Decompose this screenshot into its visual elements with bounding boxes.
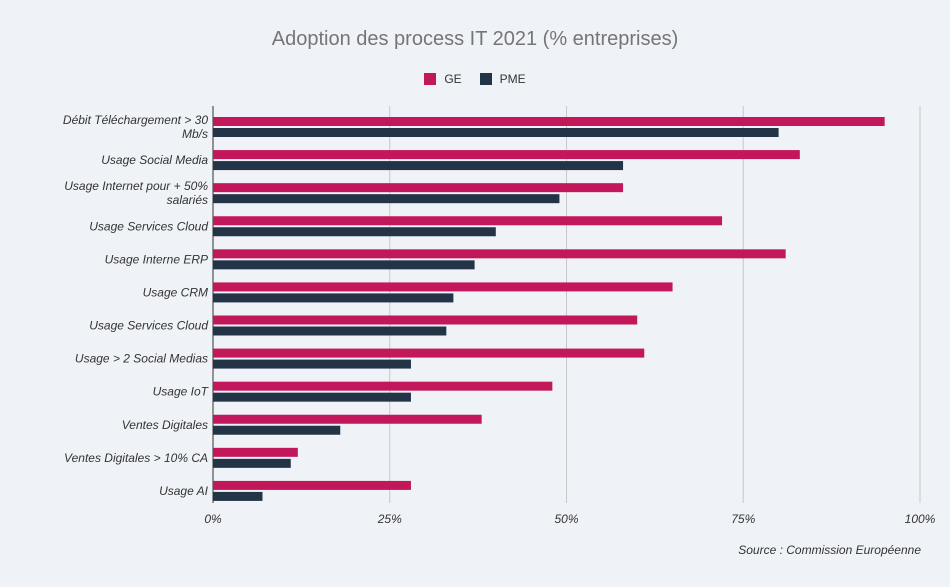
category-label: Usage CRM (143, 285, 208, 299)
bar-pme[interactable] (213, 392, 411, 402)
bar-pme[interactable] (213, 194, 560, 204)
category-label: Débit Téléchargement > 30 Mb/s (63, 113, 208, 141)
bar-pme[interactable] (213, 293, 454, 303)
source-note: Source : Commission Européenne (738, 543, 921, 557)
bar-ge[interactable] (213, 480, 411, 490)
bar-ge[interactable] (213, 447, 298, 457)
bar-pme[interactable] (213, 359, 411, 369)
bar-pme[interactable] (213, 260, 475, 270)
bar-ge[interactable] (213, 216, 723, 226)
legend-item-ge[interactable]: GE (424, 72, 462, 86)
category-label: Ventes Digitales (122, 418, 208, 432)
x-tick-label: 100% (905, 512, 936, 526)
category-label: Usage AI (159, 484, 209, 498)
bar-pme[interactable] (213, 458, 291, 468)
bar-ge[interactable] (213, 381, 553, 391)
x-tick-label: 50% (554, 512, 578, 526)
bar-pme[interactable] (213, 161, 624, 171)
category-label: Ventes Digitales > 10% CA (64, 451, 208, 465)
category-label: Usage Services Cloud (89, 319, 208, 333)
legend-item-pme[interactable]: PME (479, 72, 526, 86)
bar-ge[interactable] (213, 414, 482, 424)
legend-swatch-ge (424, 73, 437, 85)
bar-ge[interactable] (213, 282, 673, 292)
bar-ge[interactable] (213, 150, 800, 160)
x-tick-label: 0% (204, 512, 222, 526)
category-label: Usage IoT (153, 385, 210, 399)
category-label: Usage > 2 Social Medias (75, 352, 208, 366)
bar-ge[interactable] (213, 315, 638, 325)
bar-ge[interactable] (213, 117, 885, 126)
legend: GE PME (0, 72, 950, 86)
chart-title: Adoption des process IT 2021 (% entrepri… (271, 28, 679, 50)
bar-ge[interactable] (213, 183, 624, 193)
category-label: Usage Social Media (101, 153, 208, 167)
bar-ge[interactable] (213, 249, 786, 259)
bar-pme[interactable] (213, 491, 263, 501)
legend-swatch-pme (479, 73, 492, 85)
category-label: Usage Internet pour + 50% salariés (64, 179, 208, 207)
legend-label-ge: GE (444, 72, 462, 86)
legend-label-pme: PME (499, 72, 526, 86)
bar-pme[interactable] (213, 128, 779, 137)
bar-pme[interactable] (213, 425, 341, 435)
bar-pme[interactable] (213, 227, 496, 237)
bar-ge[interactable] (213, 348, 645, 358)
x-tick-label: 25% (377, 512, 402, 526)
bar-pme[interactable] (213, 326, 447, 336)
category-label: Usage Interne ERP (105, 252, 208, 266)
x-tick-label: 75% (731, 512, 755, 526)
category-label: Usage Services Cloud (89, 219, 208, 233)
